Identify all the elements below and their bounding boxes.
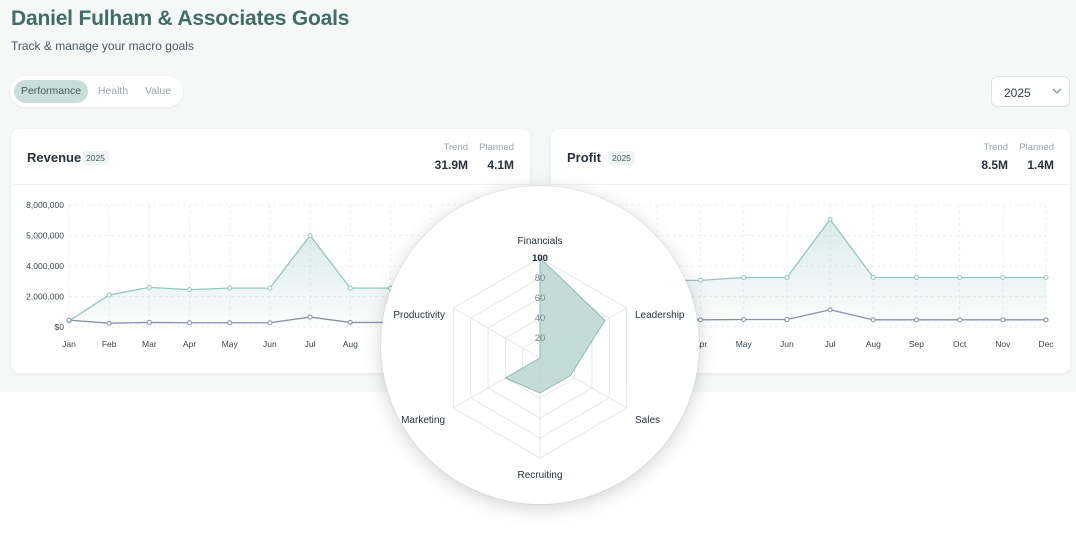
tab-value[interactable]: Value [144, 85, 172, 97]
y-tick-label: $0 [55, 322, 65, 332]
profit-planned-label: Planned [1019, 142, 1054, 153]
x-tick-label: Apr [183, 339, 196, 349]
year-select-value: 2025 [1004, 86, 1031, 100]
page-subtitle: Track & manage your macro goals [11, 39, 194, 53]
x-tick-label: May [736, 339, 753, 349]
radar-axis-label: Recruiting [517, 470, 562, 481]
radar-axis-label: Productivity [393, 310, 445, 321]
x-tick-label: Jun [263, 339, 277, 349]
x-tick-label: Feb [102, 339, 117, 349]
x-tick-label: Jan [62, 339, 76, 349]
data-point [1043, 274, 1049, 280]
radar-tick-label: 60 [535, 293, 546, 304]
tab-group: Performance Health Value [10, 76, 183, 107]
data-point [267, 285, 273, 291]
data-point [698, 277, 704, 283]
data-point [827, 216, 833, 222]
tab-health[interactable]: Health [97, 85, 129, 97]
data-point [1000, 274, 1006, 280]
radar-tick-label: 100 [532, 253, 548, 264]
data-point [307, 233, 313, 238]
revenue-trend-label: Trend [443, 142, 468, 153]
radar-chart: 20 40 60 80 100 Financials Leadership Sales Recr… [393, 236, 685, 481]
y-tick-label: 2,000,000 [26, 292, 64, 302]
profit-planned-value: 1.4M [1027, 158, 1054, 172]
radar-spoke [453, 307, 541, 359]
data-point [784, 316, 790, 322]
data-point [698, 317, 704, 323]
data-point [227, 320, 233, 326]
x-tick-label: Jun [780, 339, 794, 349]
data-point [741, 316, 747, 322]
data-point [827, 307, 833, 313]
revenue-planned-value: 4.1M [487, 158, 514, 172]
radar-axis-label: Leadership [635, 310, 685, 321]
year-select[interactable]: 2025 [991, 76, 1070, 107]
data-point [106, 320, 112, 326]
data-point [741, 274, 747, 280]
magnifier-lens: 20 40 60 80 100 Financials Leadership Sales Recr… [381, 186, 699, 504]
radar-axis-label: Marketing [401, 415, 445, 426]
data-point [913, 317, 919, 323]
x-tick-label: Aug [343, 339, 358, 349]
data-point [957, 317, 963, 323]
data-point [307, 314, 313, 320]
data-point [957, 274, 963, 280]
data-point [1043, 317, 1049, 323]
data-point [1000, 317, 1006, 323]
profit-trend-value: 8.5M [981, 158, 1008, 172]
x-tick-label: Sep [909, 339, 924, 349]
radar-value-area [504, 256, 606, 394]
x-tick-label: Apr [694, 339, 707, 349]
x-tick-label: Oct [953, 339, 967, 349]
x-tick-label: Dec [1038, 339, 1054, 349]
data-point [146, 284, 152, 290]
y-tick-label: 5,000,000 [26, 231, 64, 241]
x-tick-label: Mar [142, 339, 157, 349]
data-point [106, 292, 112, 298]
data-point [347, 319, 353, 325]
revenue-planned-label: Planned [479, 142, 514, 153]
x-tick-label: May [222, 339, 239, 349]
data-point [870, 317, 876, 323]
profit-card-header: Profit 2025 Trend 8.5M Planned 1.4M [551, 129, 1070, 185]
x-tick-label: Nov [995, 339, 1011, 349]
x-tick-label: Jul [825, 339, 836, 349]
radar-axis-label: Financials [517, 236, 562, 247]
revenue-card-title: Revenue [27, 150, 82, 165]
data-point [66, 317, 72, 323]
profit-trend-label: Trend [983, 142, 1008, 153]
revenue-year-badge: 2025 [82, 151, 109, 165]
profit-year-badge: 2025 [608, 151, 635, 165]
x-tick-label: Aug [866, 339, 881, 349]
data-point [187, 320, 193, 326]
profit-card-title: Profit [567, 150, 601, 165]
radar-tick-label: 20 [535, 333, 546, 344]
data-point [870, 274, 876, 280]
tab-performance[interactable]: Performance [14, 80, 88, 103]
radar-tick-label: 40 [535, 313, 546, 324]
chevron-down-icon [1051, 85, 1063, 100]
radar-tick-label: 80 [535, 273, 546, 284]
radar-axis-label: Sales [635, 415, 660, 426]
data-point [913, 274, 919, 280]
y-tick-label: 4,000,000 [26, 261, 64, 271]
data-point [267, 320, 273, 326]
data-point [784, 274, 790, 280]
data-point [227, 285, 233, 291]
x-tick-label: Jul [305, 339, 316, 349]
data-point [146, 319, 152, 325]
data-point [187, 287, 193, 293]
data-point [347, 285, 353, 291]
revenue-trend-value: 31.9M [434, 158, 468, 172]
y-tick-label: 8,000,000 [26, 200, 64, 210]
revenue-card-header: Revenue 2025 Trend 31.9M Planned 4.1M [11, 129, 530, 185]
page-title: Daniel Fulham & Associates Goals [11, 7, 350, 30]
